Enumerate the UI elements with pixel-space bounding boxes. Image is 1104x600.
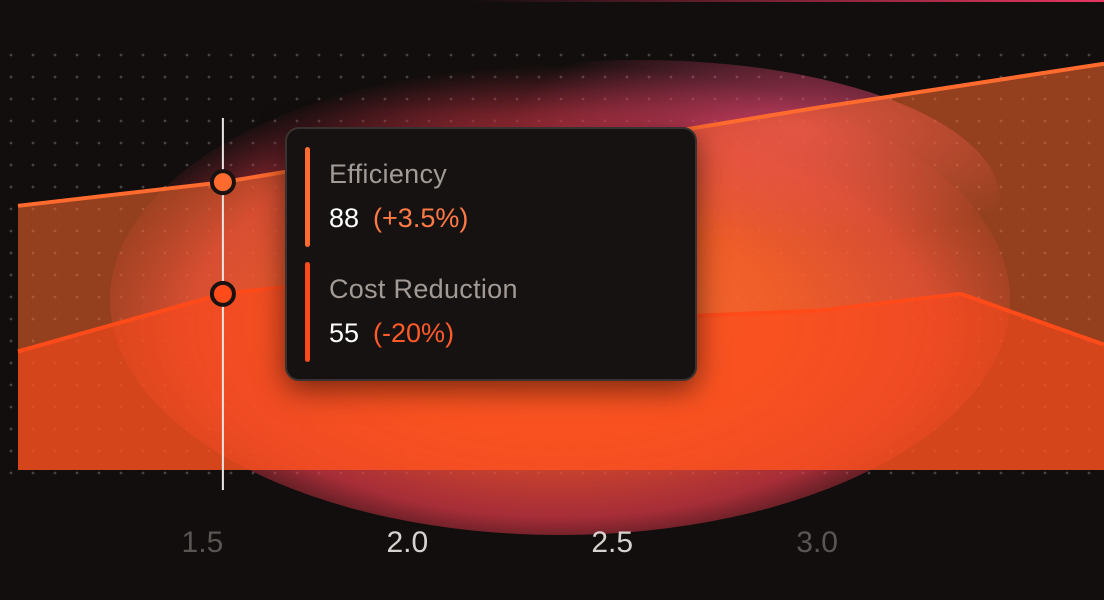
tooltip-series-value: 55 [329, 318, 360, 348]
tooltip-series-value: 88 [329, 203, 360, 233]
x-tick-label: 2.5 [591, 526, 634, 559]
x-tick-label: 3.0 [796, 526, 838, 559]
hover-tooltip: Efficiency 88 (+3.5%) Cost Reduction 55 (-… [285, 127, 697, 381]
tooltip-series-label: Cost Reduction [329, 274, 518, 304]
tooltip-series-change: (-20%) [373, 318, 455, 348]
hover-point-cost-reduction[interactable] [209, 280, 236, 307]
tooltip-item-cost-reduction: Cost Reduction 55 (-20%) [305, 262, 685, 362]
x-tick-label: 2.0 [386, 526, 429, 559]
hover-point-efficiency[interactable] [209, 169, 236, 196]
tooltip-series-label: Efficiency [329, 159, 448, 189]
top-accent-line [465, 0, 1104, 2]
tooltip-series-color-bar [305, 147, 310, 247]
tooltip-item-efficiency: Efficiency 88 (+3.5%) [305, 147, 685, 247]
x-tick-label: 1.5 [181, 526, 224, 559]
tooltip-series-change: (+3.5%) [373, 203, 469, 233]
tooltip-series-color-bar [305, 262, 310, 362]
